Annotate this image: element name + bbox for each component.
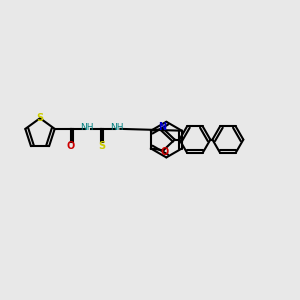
Text: N: N [158, 122, 166, 132]
Text: NH: NH [80, 123, 94, 132]
Text: S: S [37, 113, 44, 123]
Text: NH: NH [110, 123, 123, 132]
Text: O: O [161, 147, 169, 157]
Text: S: S [98, 141, 106, 151]
Text: O: O [67, 141, 75, 151]
